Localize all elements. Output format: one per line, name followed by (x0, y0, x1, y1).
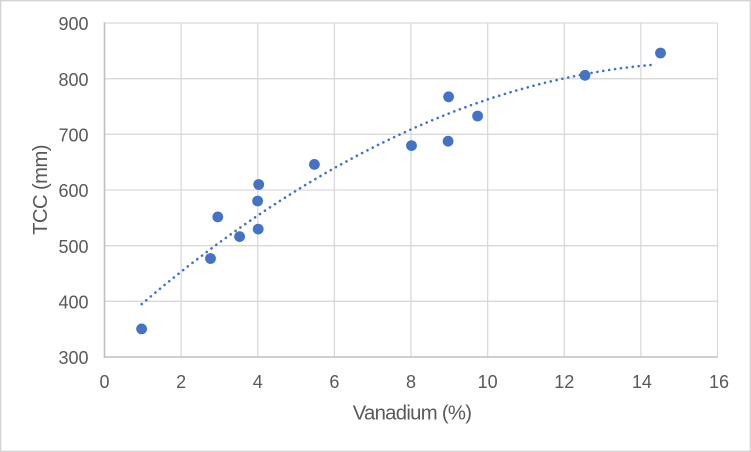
svg-text:4: 4 (253, 372, 263, 392)
svg-text:10: 10 (478, 372, 498, 392)
svg-text:0: 0 (99, 372, 109, 392)
svg-text:500: 500 (58, 237, 88, 257)
svg-text:14: 14 (632, 372, 652, 392)
svg-text:600: 600 (58, 181, 88, 201)
svg-text:8: 8 (406, 372, 416, 392)
svg-text:2: 2 (176, 372, 186, 392)
svg-text:300: 300 (58, 348, 88, 368)
svg-text:16: 16 (709, 372, 729, 392)
svg-text:Vanadium (%): Vanadium (%) (353, 403, 472, 425)
svg-text:6: 6 (329, 372, 339, 392)
svg-text:900: 900 (58, 14, 88, 34)
svg-text:TCC (mm): TCC (mm) (30, 145, 52, 235)
svg-text:400: 400 (58, 293, 88, 313)
svg-text:12: 12 (554, 372, 574, 392)
svg-text:800: 800 (58, 70, 88, 90)
svg-text:700: 700 (58, 126, 88, 146)
